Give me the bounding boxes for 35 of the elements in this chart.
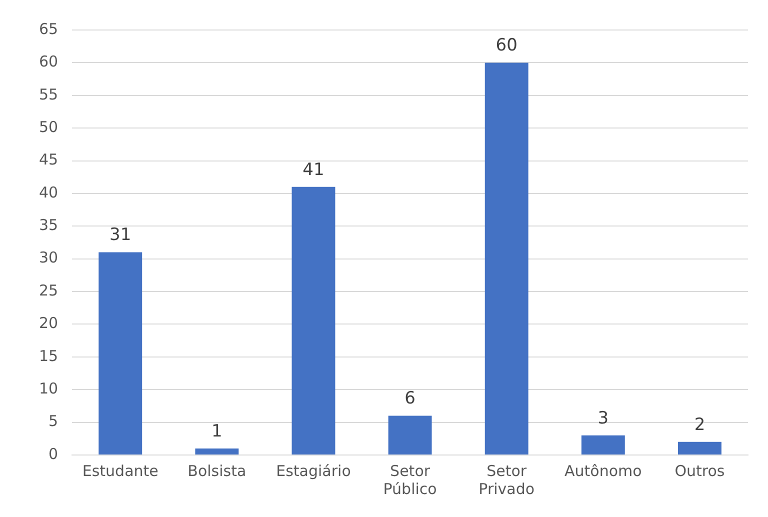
y-tick-label: 55 <box>38 85 58 104</box>
y-tick-label: 60 <box>38 52 58 71</box>
y-tick-label: 25 <box>38 281 58 300</box>
bar <box>195 448 239 454</box>
data-label: 60 <box>496 36 518 56</box>
x-tick-label: Bolsista <box>188 462 246 480</box>
y-tick-label: 50 <box>38 118 58 136</box>
y-tick-label: 5 <box>48 412 58 430</box>
y-tick-label: 30 <box>38 248 58 267</box>
y-tick-label: 45 <box>38 150 58 169</box>
x-tick-label: Setor Público <box>383 462 437 498</box>
bar <box>581 435 625 454</box>
x-tick-label: Outros <box>674 462 725 480</box>
bar <box>484 62 528 454</box>
data-label: 6 <box>404 388 416 409</box>
data-label: 41 <box>302 160 324 180</box>
bar <box>388 416 432 454</box>
data-label: 31 <box>110 225 132 246</box>
data-label: 2 <box>694 414 706 435</box>
y-tick-label: 0 <box>48 444 58 463</box>
x-tick-label: Autônomo <box>564 462 642 480</box>
x-tick-label: Estudante <box>82 462 158 480</box>
y-tick-label: 65 <box>38 20 58 38</box>
bar <box>292 186 336 454</box>
y-tick-label: 15 <box>38 346 58 365</box>
y-tick-label: 10 <box>38 380 58 398</box>
y-tick-label: 40 <box>38 183 58 202</box>
x-tick-label: Setor Privado <box>478 462 535 498</box>
y-tick-label: 20 <box>38 314 58 332</box>
data-label: 1 <box>212 421 222 442</box>
x-tick-label: Estagiário <box>276 462 351 480</box>
data-label: 3 <box>598 408 609 428</box>
bar <box>678 442 722 454</box>
bar <box>98 252 142 454</box>
y-tick-label: 35 <box>38 216 58 234</box>
